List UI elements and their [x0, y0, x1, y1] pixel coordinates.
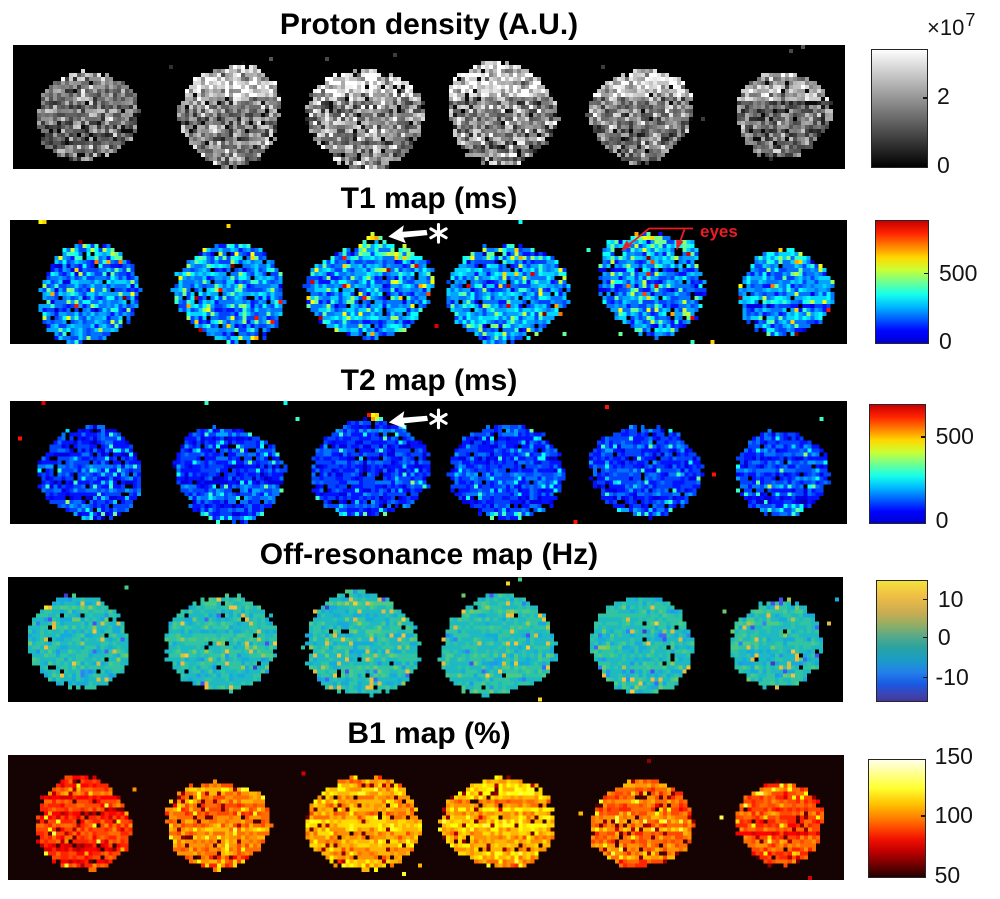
- svg-text:eyes: eyes: [700, 222, 738, 241]
